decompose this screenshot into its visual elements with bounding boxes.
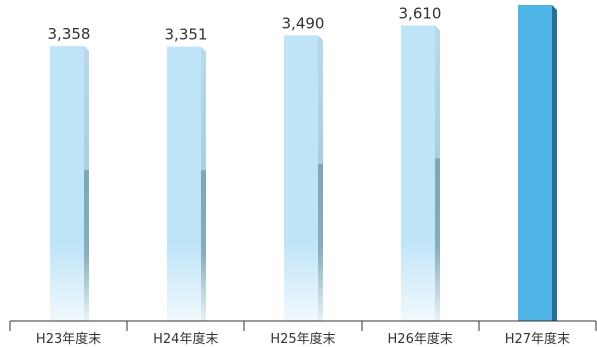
bar-side [552,5,557,321]
data-labels-layer: 3,358 3,351 3,490 3,610 [48,4,442,43]
bar-side [201,46,206,321]
bar-value-label: 3,490 [282,14,325,32]
x-tick-label: H26年度末 [388,331,453,347]
bar-3 [284,35,323,321]
bar-5 [518,5,557,321]
bar-face [50,46,84,321]
bar-face [518,5,552,321]
bar-side [84,46,89,321]
x-tick-label: H25年度末 [270,331,335,347]
bar-face [284,35,318,321]
bar-face [401,25,435,322]
x-tick-label: H23年度末 [36,331,101,347]
bar-value-label: 3,358 [48,25,91,43]
bar-1 [50,46,89,321]
bar-4 [401,25,440,322]
x-tick-label: H27年度末 [505,331,570,347]
bar-face [167,46,201,321]
x-axis-tick-labels: H23年度末 H24年度末 H25年度末 H26年度末 H27年度末 [36,331,570,347]
bar-side [435,25,440,322]
bar-value-label: 3,610 [399,4,442,22]
bar-value-label: 3,351 [165,26,208,44]
bar-2 [167,46,206,321]
x-axis-ticks [9,321,597,331]
x-tick-label: H24年度末 [153,331,218,347]
bars-layer [50,5,557,322]
bar-side [318,35,323,321]
